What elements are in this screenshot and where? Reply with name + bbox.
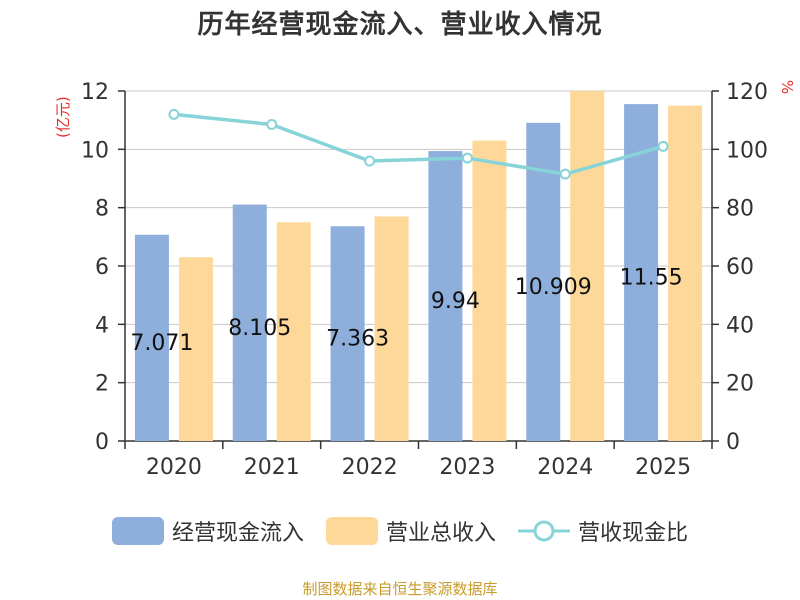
right-tick-label: 80 [726, 197, 754, 222]
bar-revenue [374, 216, 409, 441]
legend-swatch-cash-inflow [111, 517, 164, 545]
bar-revenue [570, 91, 605, 441]
legend-label-ratio: 营收现金比 [578, 521, 689, 546]
bar-revenue [472, 140, 507, 442]
right-tick-label: 60 [726, 255, 754, 280]
bar-revenue [178, 257, 213, 441]
x-tick-label: 2025 [635, 455, 691, 480]
left-tick-label: 4 [95, 313, 109, 338]
bar-cash-inflow [526, 122, 561, 441]
legend-label-cash-inflow: 经营现金流入 [171, 521, 304, 546]
legend: 经营现金流入 营业总收入 营收现金比 [0, 515, 800, 547]
legend-item-cash-inflow[interactable]: 经营现金流入 [111, 515, 304, 547]
right-tick-label: 0 [726, 430, 740, 455]
point-ratio [559, 168, 571, 180]
left-tick-label: 6 [95, 255, 109, 280]
x-tick-label: 2022 [342, 455, 398, 480]
left-tick-label: 8 [95, 197, 109, 222]
right-tick-label: 40 [726, 313, 754, 338]
data-label-cash-inflow: 7.363 [326, 327, 389, 352]
bar-cash-inflow [428, 151, 463, 442]
right-tick-label: 100 [726, 138, 768, 163]
point-ratio [168, 108, 180, 120]
legend-label-revenue: 营业总收入 [385, 521, 496, 546]
data-label-cash-inflow: 11.55 [620, 266, 683, 291]
source-footer: 制图数据来自恒生聚源数据库 [302, 580, 498, 598]
legend-item-ratio[interactable]: 营收现金比 [518, 515, 688, 547]
legend-swatch-revenue [325, 517, 378, 545]
left-tick-label: 10 [81, 138, 109, 163]
bar-revenue [276, 222, 311, 441]
data-label-cash-inflow: 8.105 [228, 316, 291, 341]
point-ratio [266, 119, 278, 131]
bar-cash-inflow [624, 104, 659, 441]
legend-item-revenue[interactable]: 营业总收入 [325, 515, 496, 547]
point-ratio [364, 155, 376, 167]
x-tick-label: 2021 [244, 455, 300, 480]
x-tick-label: 2020 [146, 455, 202, 480]
chart-title: 历年经营现金流入、营业收入情况 [197, 10, 603, 40]
data-label-cash-inflow: 9.94 [431, 289, 480, 314]
x-tick-label: 2024 [537, 455, 593, 480]
right-tick-label: 20 [726, 372, 754, 397]
bar-cash-inflow [134, 234, 169, 441]
data-label-cash-inflow: 10.909 [515, 275, 592, 300]
point-ratio [657, 140, 669, 152]
x-tick-label: 2023 [439, 455, 495, 480]
left-tick-label: 12 [81, 80, 109, 105]
data-label-cash-inflow: 7.071 [130, 331, 193, 356]
left-tick-label: 0 [95, 430, 109, 455]
bar-cash-inflow [330, 226, 365, 441]
legend-swatch-ratio [518, 520, 570, 542]
line-ratio [173, 112, 664, 176]
point-ratio [461, 152, 473, 164]
bar-revenue [668, 105, 703, 441]
right-tick-label: 120 [726, 80, 768, 105]
bar-cash-inflow [232, 204, 267, 441]
left-tick-label: 2 [95, 372, 109, 397]
